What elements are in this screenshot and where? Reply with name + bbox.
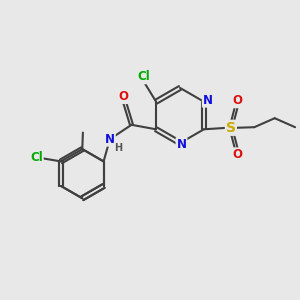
- Text: Cl: Cl: [138, 70, 151, 83]
- Text: Cl: Cl: [30, 151, 43, 164]
- Text: N: N: [176, 138, 187, 151]
- Text: N: N: [105, 133, 115, 146]
- Text: N: N: [203, 94, 213, 107]
- Text: O: O: [233, 148, 243, 161]
- Text: H: H: [114, 143, 122, 153]
- Text: S: S: [226, 121, 236, 135]
- Text: O: O: [233, 94, 243, 107]
- Text: O: O: [118, 90, 128, 103]
